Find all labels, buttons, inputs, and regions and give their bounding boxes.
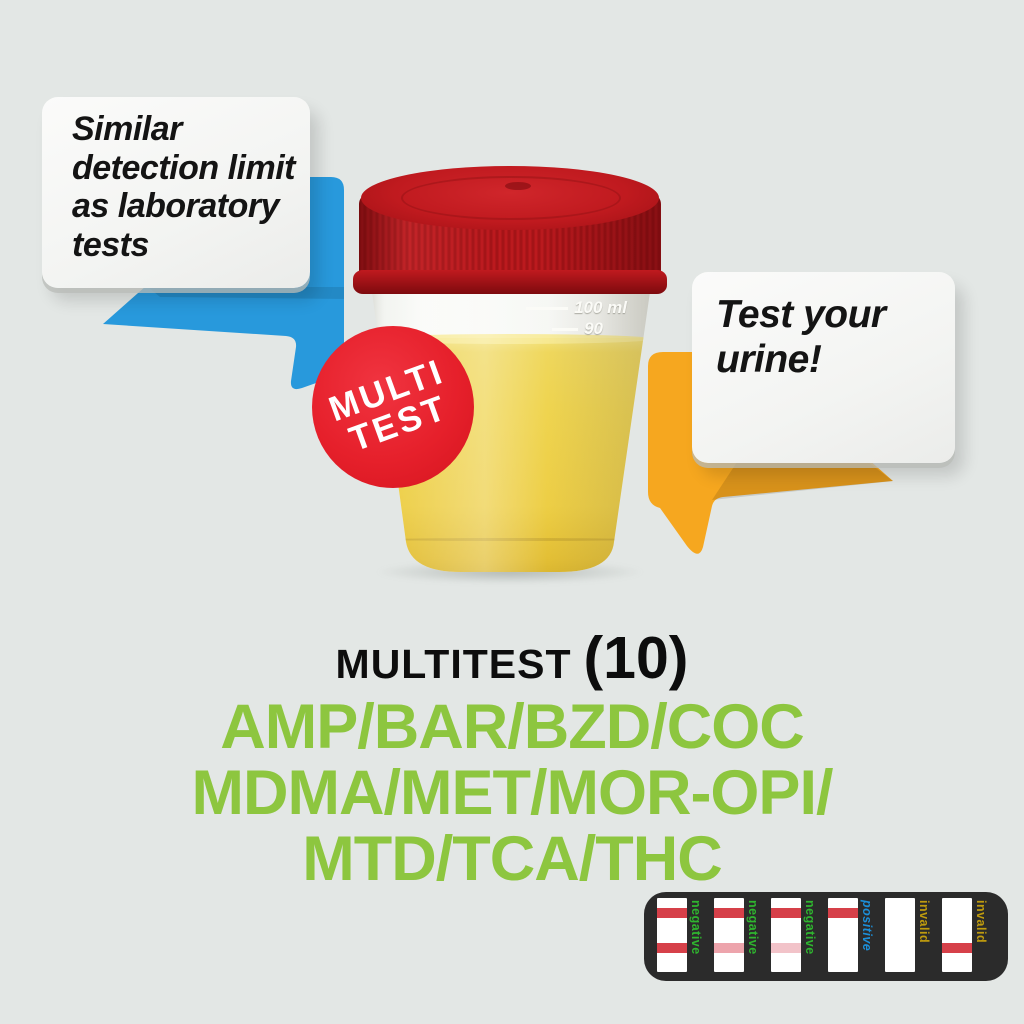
- substances-line: AMP/BAR/BZD/COC: [220, 692, 804, 762]
- blue-arrow-card-shadow: [148, 287, 344, 299]
- control-line: [714, 908, 744, 918]
- control-line: [885, 908, 915, 918]
- test-line: [657, 943, 687, 953]
- strip-result-label: negative: [746, 900, 760, 955]
- bubble-text-line: Similar: [72, 110, 182, 148]
- urine-surface: [366, 334, 655, 344]
- test-strip: [771, 898, 801, 972]
- graduation-tick: [552, 328, 578, 331]
- control-line: [657, 908, 687, 918]
- cup-lid-rim: [353, 270, 667, 294]
- test-strip: [942, 898, 972, 972]
- control-line: [942, 908, 972, 918]
- graduation-90: 90: [552, 319, 603, 339]
- graduation-label: 100 ml: [574, 298, 627, 317]
- test-strip: [657, 898, 687, 972]
- product-heading: MULTITEST (10): [0, 624, 1024, 692]
- bubble-text-line: Test your: [716, 293, 886, 336]
- strip-result-label: positive: [860, 900, 874, 952]
- bubble-text-line: urine!: [716, 338, 822, 381]
- speech-bubble-right: Test your urine!: [692, 272, 955, 463]
- substances-line: MTD/TCA/THC: [302, 824, 722, 894]
- test-strip: [714, 898, 744, 972]
- test-line: [714, 943, 744, 953]
- graduation-100ml: 100 ml: [526, 298, 627, 318]
- substances-line: MDMA/MET/MOR-OPI/: [191, 758, 834, 828]
- orange-arrow-card-shadow: [712, 462, 893, 500]
- control-line: [771, 908, 801, 918]
- cup-lid-inner-ring: [401, 176, 621, 220]
- speech-bubble-right-text: Test your urine!: [692, 272, 955, 382]
- graduation-tick: [526, 307, 568, 310]
- test-line: [771, 943, 801, 953]
- control-line: [828, 908, 858, 918]
- substances-list: AMP/BAR/BZD/COC MDMA/MET/MOR-OPI/ MTD/TC…: [0, 694, 1024, 892]
- product-title: MULTITEST: [335, 641, 572, 687]
- multitest-badge: MULTI TEST: [312, 326, 474, 488]
- cup-lid-top: [361, 166, 659, 230]
- graduation-label: 90: [584, 319, 603, 338]
- test-line: [885, 943, 915, 953]
- product-count: (10): [583, 625, 689, 691]
- bubble-text-line: as laboratory: [72, 187, 280, 225]
- bubble-text-line: tests: [72, 225, 149, 264]
- test-line: [828, 943, 858, 953]
- strip-result-label: negative: [803, 900, 817, 955]
- multitest-badge-text: MULTI TEST: [324, 352, 461, 461]
- test-strip: [885, 898, 915, 972]
- test-strip-panel: negative negative negative positive invalid i…: [644, 892, 1008, 981]
- bubble-text-line: detection limit: [72, 148, 295, 187]
- strip-result-label: invalid: [917, 900, 931, 944]
- cup-lid-dimple: [505, 182, 531, 190]
- strip-result-label: invalid: [974, 900, 988, 944]
- cup-bottom-ridge: [381, 538, 639, 541]
- strip-result-label: negative: [689, 900, 703, 955]
- test-strip: [828, 898, 858, 972]
- speech-bubble-left-text: Similar detection limit as laboratory te…: [42, 97, 310, 264]
- speech-bubble-left: Similar detection limit as laboratory te…: [42, 97, 310, 288]
- test-line: [942, 943, 972, 953]
